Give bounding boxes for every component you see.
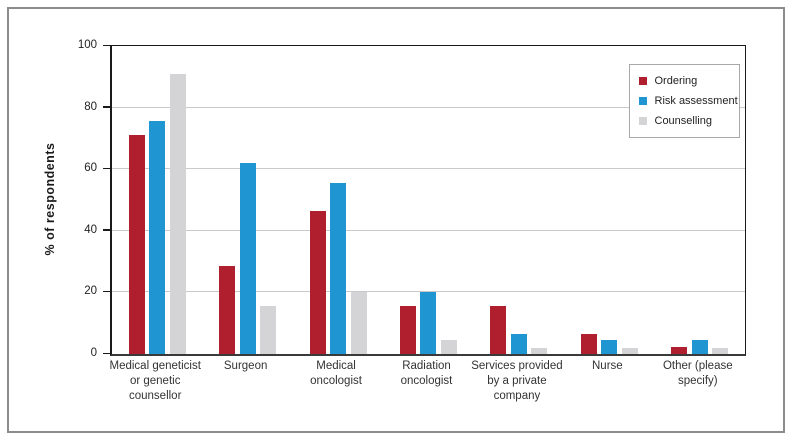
bar-risk-assessment (420, 292, 437, 354)
y-tick-label-20: 20 (84, 285, 97, 298)
gridline-40 (112, 229, 745, 231)
y-tick-mark-0 (103, 352, 110, 354)
y-tick-mark-60 (103, 167, 110, 170)
y-tick-mark-20 (103, 290, 110, 293)
x-label-2: Surgeon (223, 360, 268, 372)
bar-risk-assessment (239, 163, 256, 354)
y-tick-mark-100 (103, 44, 110, 46)
y-tick-mark-40 (103, 229, 110, 231)
legend-swatch-icon (638, 76, 647, 85)
bar-ordering (219, 266, 236, 354)
bar-risk-assessment (601, 340, 618, 354)
bar-ordering (399, 306, 416, 354)
bar-group-3 (293, 46, 383, 354)
y-tick-mark-80 (103, 106, 110, 108)
gridline-80 (112, 106, 745, 108)
bar-group-1 (112, 46, 202, 354)
x-label-6: Nurse (592, 360, 623, 372)
legend-item-counselling: Counselling (638, 111, 735, 131)
y-axis: 0 20 40 60 80 100 (0, 39, 110, 359)
legend-label: Risk assessment (654, 94, 738, 107)
bar-ordering (309, 210, 326, 354)
legend: Ordering Risk assessment Counselling (628, 63, 740, 138)
bar-risk-assessment (330, 183, 347, 354)
legend-item-ordering: Ordering (638, 71, 735, 91)
gridline-20 (112, 291, 745, 293)
bar-risk-assessment (691, 340, 708, 354)
x-label-7: Other (please specify) (662, 360, 733, 387)
bar-group-5 (474, 46, 564, 354)
bar-ordering (490, 306, 507, 354)
x-label-1: Medical geneticist or genetic counsellor (109, 360, 201, 402)
gridline-60 (112, 168, 745, 170)
y-tick-label-40: 40 (84, 223, 97, 236)
bar-group-2 (202, 46, 292, 354)
bar-counselling (531, 347, 548, 354)
legend-item-risk-assessment: Risk assessment (638, 91, 738, 111)
bar-ordering (128, 135, 145, 354)
bar-group-7 (655, 46, 745, 354)
y-tick-label-60: 60 (84, 162, 97, 175)
legend-label: Ordering (654, 74, 698, 87)
bar-counselling (440, 340, 457, 354)
bar-counselling (169, 73, 186, 354)
plot-area: Ordering Risk assessment Counselling (110, 45, 746, 356)
y-tick-label-0: 0 (90, 347, 97, 359)
bar-risk-assessment (510, 333, 527, 354)
bar-group-4 (383, 46, 473, 354)
bar-counselling (621, 347, 638, 354)
bar-counselling (712, 347, 729, 354)
bar-risk-assessment (149, 121, 166, 354)
bar-group-6 (564, 46, 654, 354)
bar-ordering (671, 347, 688, 354)
legend-swatch-icon (638, 96, 647, 105)
bar-counselling (260, 306, 277, 354)
bar-ordering (580, 333, 597, 354)
legend-swatch-icon (638, 116, 647, 125)
y-tick-label-100: 100 (77, 39, 97, 51)
bar-counselling (350, 292, 367, 354)
figure-border (7, 7, 785, 433)
legend-label: Counselling (654, 114, 712, 127)
x-label-3: Medical oncologist (310, 360, 362, 387)
y-tick-label-80: 80 (84, 100, 97, 113)
x-label-5: Services provided by a private company (471, 360, 563, 402)
x-axis-labels: Medical geneticist or genetic counsellor… (110, 359, 743, 419)
x-label-4: Radiation oncologist (400, 360, 453, 387)
